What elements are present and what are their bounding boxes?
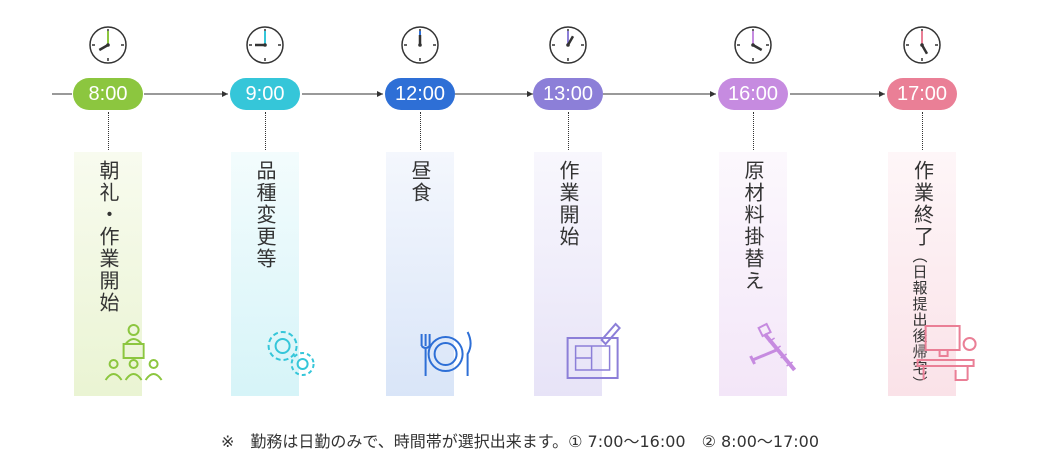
step-label-sub: （日報提出後帰宅） [910,248,929,392]
step-label-main: 作業開始 [556,160,580,248]
schedule-step: 17:00 作業終了 （日報提出後帰宅） [872,0,977,400]
step-label: 原材料掛替え [741,160,765,292]
step-panel [719,152,787,396]
schedule-step: 12:00 昼食 [370,0,472,400]
step-label-main: 原材料掛替え [741,160,765,292]
step-label: 朝礼・作業開始 [96,160,120,314]
schedule-step: 8:00 朝礼・作業開始 [58,0,163,400]
screws-icon [747,320,811,384]
dotted-connector [568,112,569,150]
time-pill: 12:00 [385,78,455,110]
step-label-main: 作業終了 [910,160,935,248]
step-label: 昼食 [408,160,432,204]
schedule-step: 13:00 作業開始 [518,0,621,400]
schedule-step: 16:00 原材料掛替え [703,0,803,400]
desk-computer-icon [916,320,980,384]
dotted-connector [753,112,754,150]
step-panel [231,152,299,396]
step-label-main: 朝礼・作業開始 [96,160,120,314]
time-pill: 8:00 [73,78,143,110]
step-panel [74,152,142,396]
clock-icon [902,25,942,65]
step-label: 作業終了 （日報提出後帰宅） [910,160,935,392]
work-hours-note: ※ 勤務は日勤のみで、時間帯が選択出来ます。① 7:00〜16:00 ② 8:0… [220,432,820,451]
clock-icon [548,25,588,65]
plate-utensils-icon [414,320,478,384]
clock-icon [88,25,128,65]
clock-icon [400,25,440,65]
step-label-main: 品種変更等 [253,160,277,270]
blueprint-icon [562,320,626,384]
gears-icon [259,320,323,384]
step-label-main: 昼食 [408,160,432,204]
time-pill: 16:00 [718,78,788,110]
schedule-step: 9:00 品種変更等 [215,0,315,400]
step-label: 品種変更等 [253,160,277,270]
dotted-connector [922,112,923,150]
time-pill: 9:00 [230,78,300,110]
meeting-podium-icon [102,320,166,384]
dotted-connector [420,112,421,150]
clock-icon [245,25,285,65]
dotted-connector [265,112,266,150]
step-panel [386,152,454,396]
step-label: 作業開始 [556,160,580,248]
time-pill: 13:00 [533,78,603,110]
time-pill: 17:00 [887,78,957,110]
dotted-connector [108,112,109,150]
clock-icon [733,25,773,65]
